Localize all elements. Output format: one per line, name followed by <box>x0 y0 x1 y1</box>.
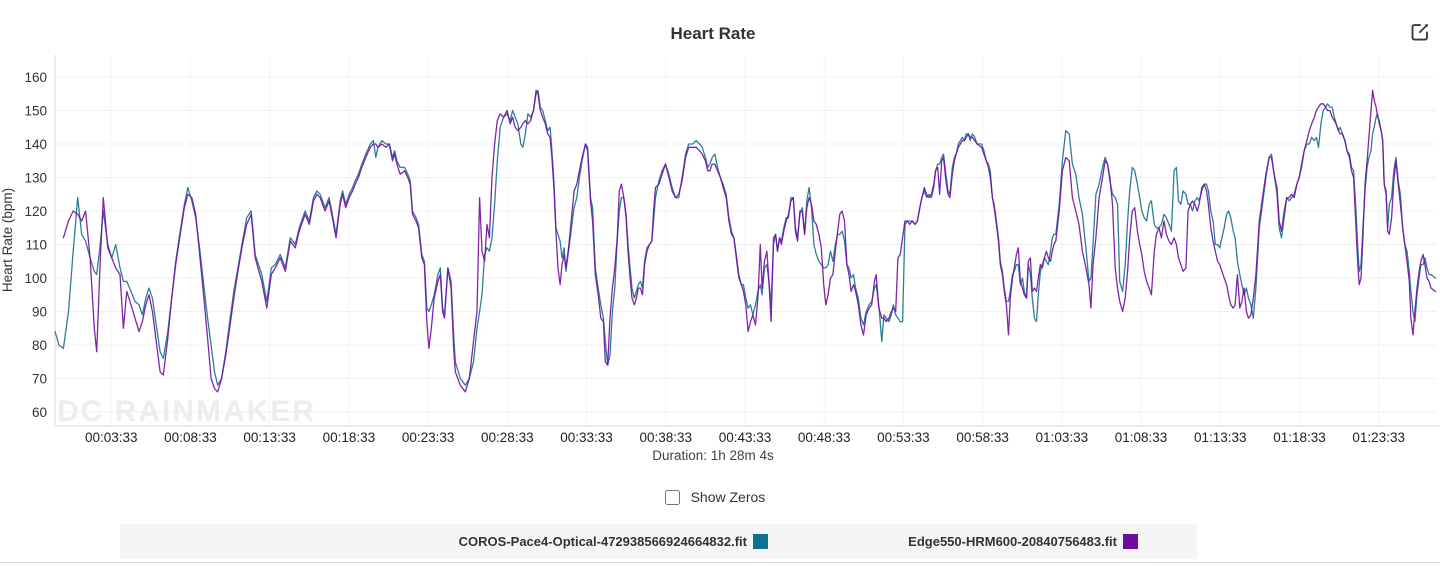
y-tick-label: 70 <box>32 372 47 387</box>
legend-entry-coros[interactable]: COROS-Pace4-Optical-472938566924664832.f… <box>459 524 768 559</box>
show-zeros-label: Show Zeros <box>690 489 766 505</box>
legend-swatch-teal <box>753 534 768 549</box>
bottom-divider <box>0 562 1440 563</box>
x-tick-label: 01:13:33 <box>1194 430 1247 445</box>
x-axis-title: Duration: 1h 28m 4s <box>652 448 774 463</box>
x-tick-label: 00:18:33 <box>323 430 376 445</box>
y-axis-title: Heart Rate (bpm) <box>0 188 15 292</box>
x-tick-label: 00:43:33 <box>719 430 772 445</box>
x-tick-label: 00:08:33 <box>164 430 217 445</box>
legend-label: COROS-Pace4-Optical-472938566924664832.f… <box>458 534 747 549</box>
x-tick-label: 00:48:33 <box>798 430 851 445</box>
y-tick-label: 150 <box>24 104 47 119</box>
show-zeros-checkbox[interactable] <box>664 490 680 505</box>
y-tick-label: 160 <box>24 70 47 85</box>
y-tick-label: 100 <box>24 271 47 286</box>
heart-rate-chart[interactable]: 60 70 80 90 100 110 120 130 140 150 160 00:03:33 00:… <box>0 0 1440 470</box>
edit-square-icon[interactable] <box>1410 22 1430 42</box>
y-tick-label: 60 <box>32 405 47 420</box>
x-tick-label: 01:23:33 <box>1352 430 1405 445</box>
x-tick-label: 00:38:33 <box>639 430 692 445</box>
x-tick-label: 00:03:33 <box>85 430 138 445</box>
show-zeros-label-wrap: Show Zeros <box>661 489 766 505</box>
legend-entry-edge[interactable]: Edge550-HRM600-20840756483.fit <box>908 524 1138 559</box>
series-line-edge[interactable] <box>62 89 1437 393</box>
x-tick-label: 00:58:33 <box>956 430 1009 445</box>
legend-swatch-purple <box>1123 534 1138 549</box>
watermark: DC RAINMAKER <box>57 395 316 428</box>
x-tick-label: 00:53:33 <box>877 430 930 445</box>
x-tick-label: 00:33:33 <box>560 430 613 445</box>
x-tick-label: 00:28:33 <box>481 430 534 445</box>
x-tick-label: 01:08:33 <box>1115 430 1168 445</box>
x-tick-label: 00:13:33 <box>243 430 296 445</box>
y-tick-label: 130 <box>24 171 47 186</box>
y-tick-label: 140 <box>24 137 47 152</box>
y-tick-label: 120 <box>24 204 47 219</box>
x-tick-label: 01:03:33 <box>1036 430 1089 445</box>
edit-square-icon-svg <box>1411 23 1429 41</box>
series-line-coros[interactable] <box>54 89 1437 386</box>
x-tick-label: 00:23:33 <box>402 430 455 445</box>
y-tick-label: 110 <box>25 238 47 253</box>
y-tick-label: 80 <box>32 338 47 353</box>
show-zeros-row: Show Zeros <box>0 487 1426 508</box>
legend-bar: COROS-Pace4-Optical-472938566924664832.f… <box>120 524 1197 559</box>
legend-label: Edge550-HRM600-20840756483.fit <box>908 534 1117 549</box>
chart-title: Heart Rate <box>670 24 756 43</box>
y-tick-label: 90 <box>32 305 47 320</box>
x-tick-label: 01:18:33 <box>1273 430 1326 445</box>
